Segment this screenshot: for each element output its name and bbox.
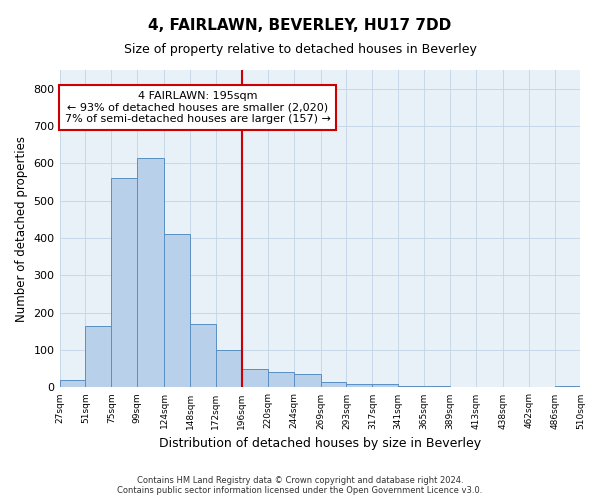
X-axis label: Distribution of detached houses by size in Beverley: Distribution of detached houses by size … <box>159 437 481 450</box>
Bar <box>554 386 581 388</box>
Bar <box>137 158 164 388</box>
Bar <box>85 326 112 388</box>
Y-axis label: Number of detached properties: Number of detached properties <box>15 136 28 322</box>
Bar <box>216 350 242 388</box>
Bar <box>242 369 268 388</box>
Text: 4 FAIRLAWN: 195sqm
← 93% of detached houses are smaller (2,020)
7% of semi-detac: 4 FAIRLAWN: 195sqm ← 93% of detached hou… <box>65 90 331 124</box>
Bar <box>59 380 85 388</box>
Bar <box>398 386 424 388</box>
Bar <box>268 372 293 388</box>
Bar <box>320 382 346 388</box>
Text: Size of property relative to detached houses in Beverley: Size of property relative to detached ho… <box>124 42 476 56</box>
Bar <box>164 234 190 388</box>
Bar <box>424 386 450 388</box>
Text: Contains public sector information licensed under the Open Government Licence v3: Contains public sector information licen… <box>118 486 482 495</box>
Bar <box>346 384 373 388</box>
Bar <box>373 384 398 388</box>
Text: 4, FAIRLAWN, BEVERLEY, HU17 7DD: 4, FAIRLAWN, BEVERLEY, HU17 7DD <box>148 18 452 32</box>
Bar <box>293 374 320 388</box>
Bar <box>190 324 216 388</box>
Bar <box>112 178 137 388</box>
Text: Contains HM Land Registry data © Crown copyright and database right 2024.: Contains HM Land Registry data © Crown c… <box>137 476 463 485</box>
